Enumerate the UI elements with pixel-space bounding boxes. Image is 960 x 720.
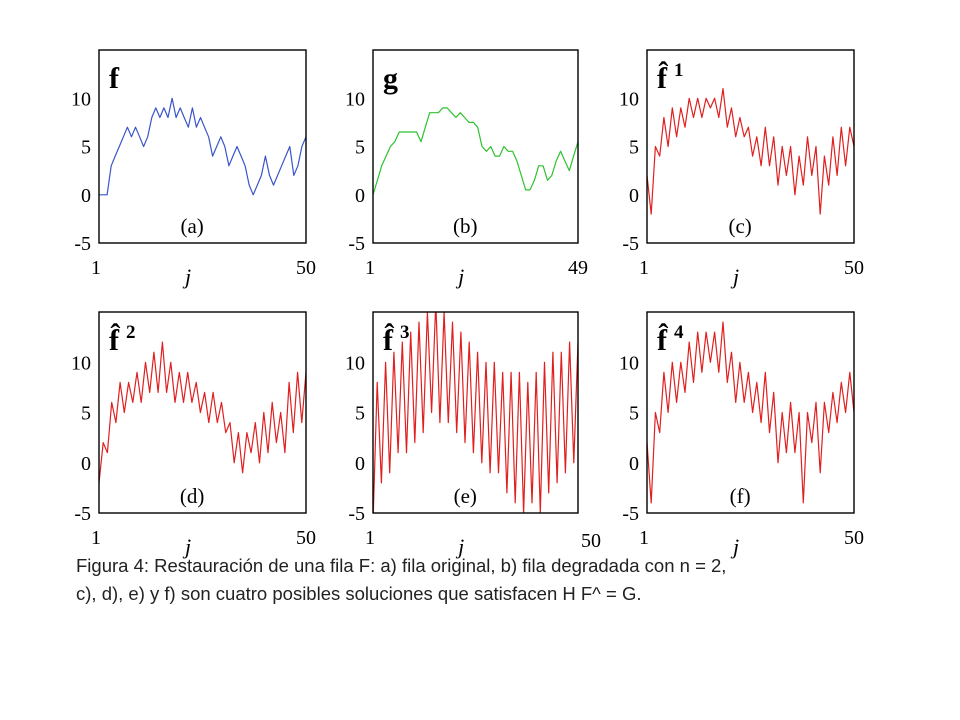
- series-line-a: [99, 97, 306, 196]
- y-tick-label: 0: [81, 185, 91, 207]
- y-tick-label: -5: [74, 233, 91, 255]
- y-tick-label: -5: [348, 233, 365, 255]
- y-tick-label: 0: [629, 453, 639, 475]
- panel-tag: (b): [453, 214, 478, 238]
- panel-tag: (e): [454, 484, 477, 508]
- x-tick-label: 50: [844, 257, 864, 279]
- x-axis-label: j: [455, 264, 464, 289]
- series-line-b: [373, 107, 578, 195]
- y-tick-label: 10: [345, 88, 365, 110]
- panel-label-superscript: 2: [126, 322, 136, 343]
- panel-tag: (d): [180, 484, 205, 508]
- x-tick-label: 1: [365, 527, 375, 549]
- y-tick-label: 0: [355, 453, 365, 475]
- x-axis-label: j: [182, 264, 191, 289]
- x-tick-label: 50: [296, 527, 316, 549]
- y-tick-label: 5: [629, 403, 639, 425]
- y-tick-label: -5: [348, 503, 365, 525]
- x-axis-label: j: [182, 534, 191, 559]
- plot-frame-f: [646, 311, 855, 514]
- series-line-e: [373, 312, 578, 513]
- y-tick-label: 5: [355, 137, 365, 159]
- x-tick-label: 50: [844, 527, 864, 549]
- panel-label: f̂: [657, 323, 668, 357]
- caption-line-2: c), d), e) y f) son cuatro posibles solu…: [76, 583, 642, 604]
- y-tick-label: 0: [355, 185, 365, 207]
- plot-frame-c: [646, 49, 855, 244]
- panel-label: f: [109, 62, 120, 95]
- panel-b: 10 5 0 -51 49 j (b) g: [345, 49, 588, 289]
- x-axis-label: j: [455, 534, 464, 559]
- panel-label: f̂: [383, 323, 394, 357]
- x-tick-label: 1: [91, 257, 101, 279]
- y-tick-label: 5: [81, 403, 91, 425]
- figure-caption: Figura 4: Restauración de una fila F: a)…: [76, 552, 876, 608]
- y-tick-label: 10: [71, 88, 91, 110]
- panel-label: g: [383, 62, 398, 95]
- plot-frame-a: [98, 49, 307, 244]
- y-tick-label: 0: [81, 453, 91, 475]
- caption-line-1: Figura 4: Restauración de una fila F: a)…: [76, 555, 727, 576]
- y-tick-label: 10: [619, 352, 639, 374]
- y-tick-label: 10: [345, 352, 365, 374]
- panel-tag: (c): [728, 214, 751, 238]
- y-tick-label: 10: [619, 88, 639, 110]
- y-tick-label: 5: [81, 137, 91, 159]
- panel-label-superscript: 1: [674, 60, 684, 81]
- plot-frame-e: [372, 311, 579, 514]
- x-axis-label: j: [730, 264, 739, 289]
- x-tick-label: 49: [568, 257, 588, 279]
- series-line-d: [99, 341, 306, 483]
- plot-frame-b: [372, 49, 579, 244]
- y-tick-label: -5: [622, 503, 639, 525]
- x-tick-label: 50: [581, 530, 601, 552]
- panel-label: f̂: [109, 323, 120, 357]
- plot-frame-d: [98, 311, 307, 514]
- x-tick-label: 50: [296, 257, 316, 279]
- panel-tag: (f): [730, 484, 751, 508]
- panel-tag: (a): [180, 214, 203, 238]
- x-tick-label: 1: [639, 257, 649, 279]
- y-tick-label: -5: [622, 233, 639, 255]
- x-tick-label: 1: [91, 527, 101, 549]
- y-tick-label: 5: [629, 137, 639, 159]
- x-tick-label: 1: [365, 257, 375, 279]
- y-tick-label: 10: [71, 352, 91, 374]
- series-line-f: [647, 321, 854, 504]
- panel-label-superscript: 4: [674, 322, 684, 343]
- x-tick-label: 1: [639, 527, 649, 549]
- series-line-c: [647, 87, 854, 215]
- y-tick-label: 5: [355, 403, 365, 425]
- x-axis-label: j: [730, 534, 739, 559]
- y-tick-label: 0: [629, 185, 639, 207]
- y-tick-label: -5: [74, 503, 91, 525]
- panel-label: f̂: [657, 61, 668, 95]
- panel-label-superscript: 3: [400, 322, 410, 343]
